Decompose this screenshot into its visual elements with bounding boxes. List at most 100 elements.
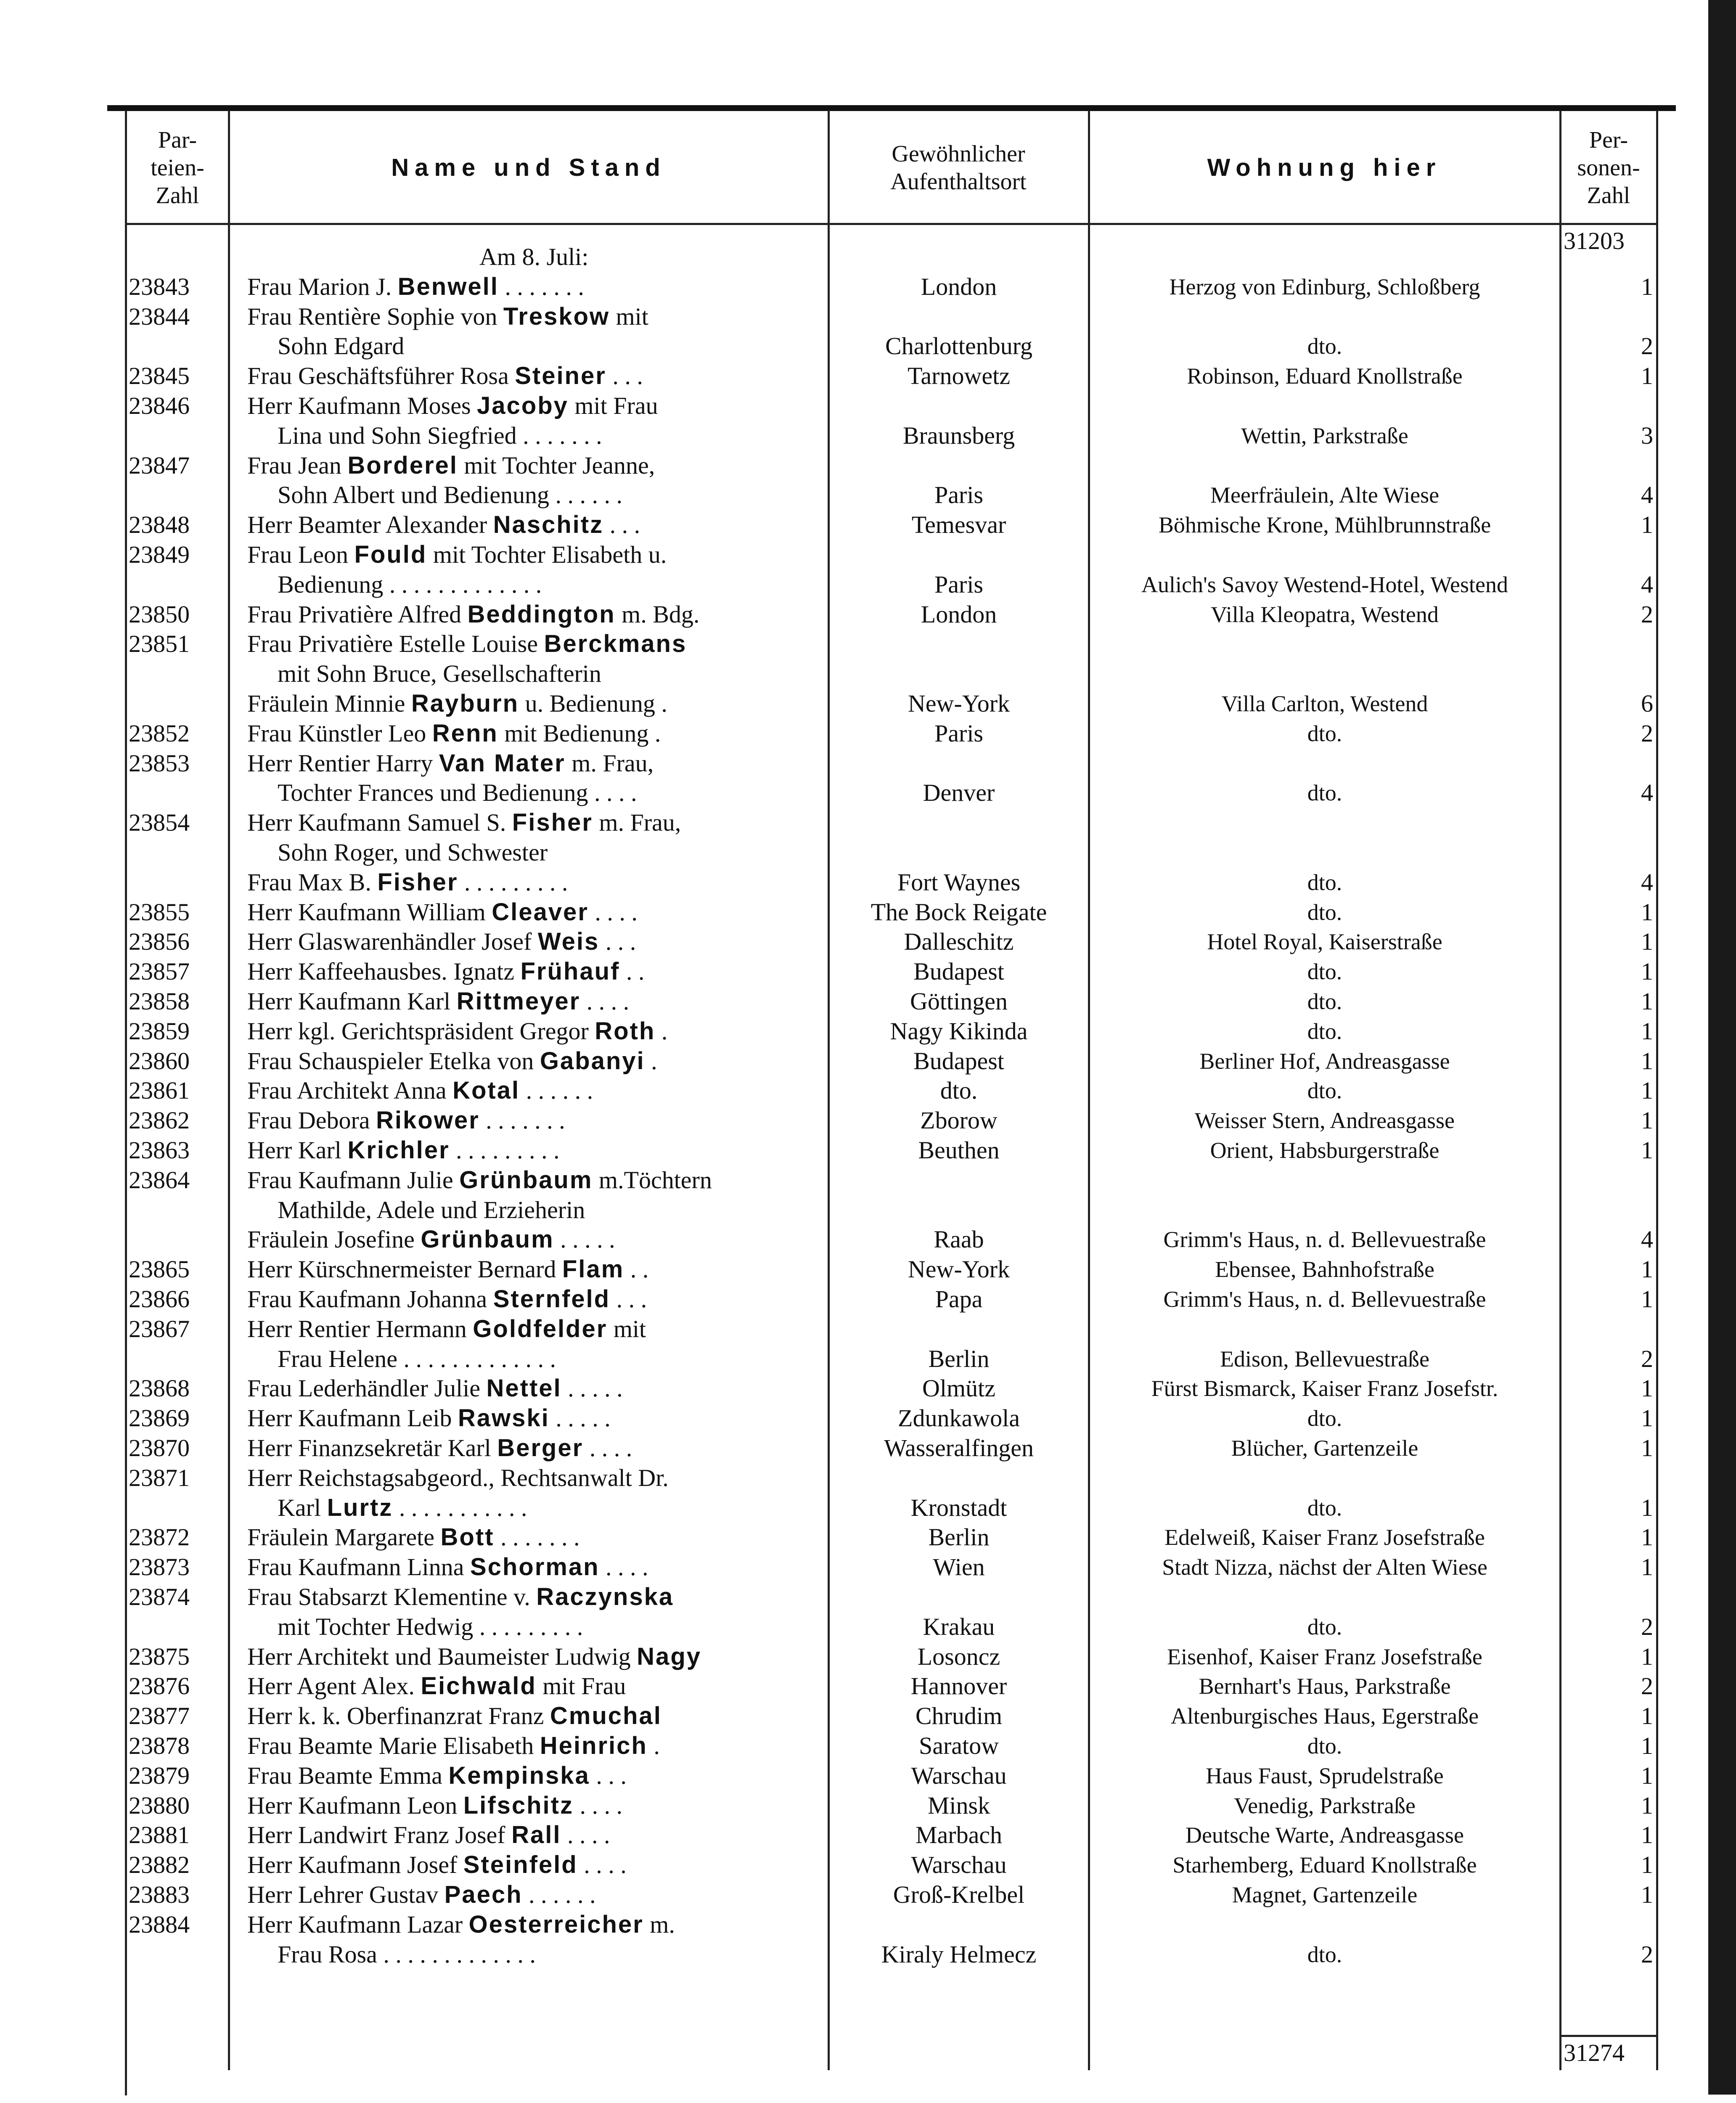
name-and-status: Frau Privatière Estelle Louise Berckmans	[247, 629, 823, 659]
name-text: mit	[607, 1315, 646, 1343]
person-count: 1	[1641, 1732, 1653, 1759]
usual-residence: Minsk	[927, 1792, 990, 1819]
party-number: 23861	[129, 1077, 190, 1104]
surname: Rall	[511, 1821, 561, 1849]
surname: Cmuchal	[550, 1702, 662, 1730]
party-number: 23859	[129, 1017, 190, 1045]
name-text: Herr Kaufmann Samuel S.	[247, 809, 512, 836]
party-number: 23843	[129, 273, 190, 300]
name-and-status: Herr Reichstagsabgeord., Rechtsanwalt Dr…	[247, 1463, 823, 1493]
person-count: 2	[1641, 332, 1653, 360]
person-count: 2	[1641, 1941, 1653, 1968]
name-text: Herr Agent Alex.	[247, 1672, 421, 1700]
usual-residence: Beuthen	[918, 1136, 1000, 1164]
name-and-status: Herr Kaufmann Josef Steinfeld . . . .	[247, 1850, 823, 1880]
local-lodging: dto.	[1307, 1078, 1342, 1103]
usual-residence: Olmütz	[922, 1375, 995, 1402]
usual-residence: Denver	[923, 779, 995, 806]
party-number: 23875	[129, 1643, 190, 1670]
name-text: . . . .	[577, 1851, 627, 1878]
usual-residence: Wien	[933, 1553, 985, 1581]
name-text: Fräulein Margarete	[247, 1523, 441, 1551]
name-text: . . . .	[583, 1434, 632, 1462]
usual-residence: London	[921, 273, 997, 300]
person-count: 1	[1641, 1375, 1653, 1402]
party-number: 23853	[129, 750, 190, 777]
name-and-status: Frau Beamte Marie Elisabeth Heinrich .	[247, 1731, 823, 1761]
person-count: 1	[1641, 511, 1653, 538]
name-and-status: Bedienung . . . . . . . . . . . . .	[278, 570, 823, 599]
name-and-status: Herr Kaufmann Karl Rittmeyer . . . .	[247, 987, 823, 1016]
name-text: . . . .	[561, 1821, 610, 1849]
local-lodging: Villa Carlton, Westend	[1221, 691, 1428, 716]
person-count: 4	[1641, 481, 1653, 509]
person-count: 1	[1641, 273, 1653, 300]
name-text: . . . . . . .	[494, 1523, 580, 1551]
person-count: 1	[1641, 1077, 1653, 1104]
name-and-status: Frau Leon Fould mit Tochter Elisabeth u.	[247, 540, 823, 569]
name-text: . . .	[603, 511, 640, 538]
surname: Steiner	[515, 362, 606, 389]
person-count: 3	[1641, 422, 1653, 449]
name-text: . . .	[590, 1762, 627, 1789]
local-lodging: dto.	[1307, 959, 1342, 984]
surname: Schorman	[470, 1553, 600, 1581]
header-residence: Wohnung hier	[1207, 154, 1442, 181]
local-lodging: dto.	[1307, 1406, 1342, 1431]
person-count: 1	[1641, 928, 1653, 955]
person-count: 2	[1641, 1672, 1653, 1700]
name-text: Frau Max B.	[247, 869, 378, 896]
header-rule	[125, 223, 1658, 225]
surname: Lifschitz	[463, 1792, 574, 1819]
name-text: Frau Privatière Alfred	[247, 601, 468, 628]
usual-residence: London	[921, 601, 997, 628]
person-count: 1	[1641, 1553, 1653, 1581]
name-text: . . .	[606, 362, 643, 389]
person-count: 1	[1641, 1762, 1653, 1789]
name-text: Herr k. k. Oberfinanzrat Franz	[247, 1702, 550, 1730]
surname: Beddington	[467, 601, 616, 628]
name-text: Frau Leon	[247, 541, 355, 568]
person-count: 4	[1641, 1226, 1653, 1253]
usual-residence: Zdunkawola	[898, 1404, 1020, 1432]
name-text: mit Sohn Bruce, Gesellschafterin	[278, 660, 601, 687]
column-divider	[1088, 110, 1090, 2070]
usual-residence: Losoncz	[917, 1643, 1000, 1670]
party-number: 23846	[129, 392, 190, 419]
person-count: 1	[1641, 1047, 1653, 1075]
usual-residence: Zborow	[920, 1107, 998, 1134]
name-text: Herr Beamter Alexander	[247, 511, 493, 538]
column-divider	[828, 110, 830, 2070]
local-lodging: dto.	[1307, 989, 1342, 1014]
party-number: 23877	[129, 1702, 190, 1730]
party-number: 23872	[129, 1523, 190, 1551]
person-count: 1	[1641, 1821, 1653, 1849]
name-text: Herr Landwirt Franz Josef	[247, 1821, 512, 1849]
name-and-status: Frau Kaufmann Julie Grünbaum m.Töchtern	[247, 1165, 823, 1195]
name-text: Frau Helene . . . . . . . . . . . . .	[278, 1345, 556, 1372]
name-and-status: Frau Schauspieler Etelka von Gabanyi .	[247, 1046, 823, 1076]
name-and-status: Herr kgl. Gerichtspräsident Gregor Roth …	[247, 1017, 823, 1046]
usual-residence: Raab	[934, 1226, 984, 1253]
person-count: 1	[1641, 1523, 1653, 1551]
name-text: Fräulein Josefine	[247, 1226, 421, 1253]
person-count: 1	[1641, 1107, 1653, 1134]
name-and-status: Frau Kaufmann Johanna Sternfeld . . .	[247, 1285, 823, 1314]
surname: Goldfelder	[473, 1315, 608, 1343]
usual-residence: Wasseralfingen	[884, 1434, 1034, 1462]
name-text: Herr Reichstagsabgeord., Rechtsanwalt Dr…	[247, 1464, 669, 1491]
name-text: Sohn Albert und Bedienung . . . . . .	[278, 481, 623, 509]
local-lodging: dto.	[1307, 1019, 1342, 1044]
name-text: m. Frau,	[565, 750, 654, 777]
usual-residence: Groß-Krelbel	[893, 1881, 1025, 1908]
surname: Renn	[432, 720, 498, 747]
usual-residence: Budapest	[913, 958, 1004, 985]
usual-residence: Paris	[934, 481, 983, 509]
name-text: m. Bdg.	[615, 601, 700, 628]
name-and-status: Frau Helene . . . . . . . . . . . . .	[278, 1344, 823, 1374]
date-heading: Am 8. Juli:	[479, 243, 589, 270]
usual-residence: Paris	[934, 571, 983, 598]
party-number: 23851	[129, 630, 190, 657]
local-lodging: dto.	[1307, 870, 1342, 895]
local-lodging: dto.	[1307, 1942, 1342, 1967]
